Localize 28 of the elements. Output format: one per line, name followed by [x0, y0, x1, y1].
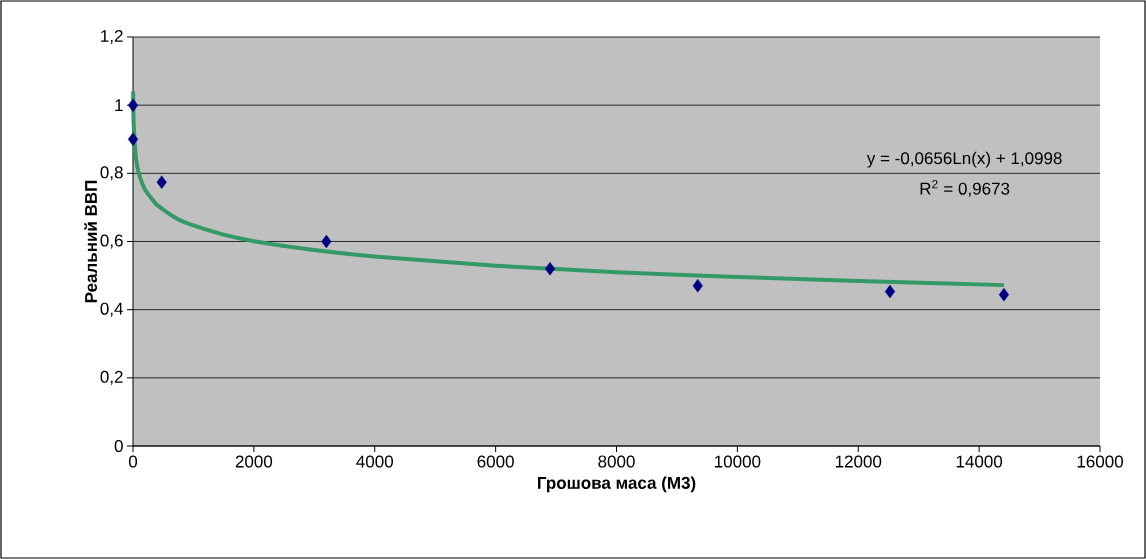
point: [692, 279, 703, 293]
x-tick-label: 14000: [956, 455, 1003, 468]
y-tick-label: 1,2: [101, 29, 123, 45]
x-tick-label: 10000: [715, 455, 761, 468]
point: [127, 132, 139, 146]
y-axis-title: Реальний ВВП: [84, 180, 98, 303]
y-tick-label: 0: [114, 439, 123, 453]
x-tick-label: 4000: [356, 455, 393, 468]
point: [321, 234, 332, 249]
x-tick-label: 2000: [235, 455, 273, 468]
y-tick-label: 0,2: [100, 370, 123, 385]
y-tick-label: 0,8: [100, 166, 123, 181]
point: [544, 262, 556, 276]
y-tick-label: 0,4: [100, 302, 123, 317]
annotation: y = -0,0656Ln(x) + 1,0998: [866, 151, 1062, 168]
y-tick-label: 0,6: [100, 234, 123, 249]
annotation: R$^{2}$ = 0,9673: [920, 179, 1010, 197]
x-axis-title: Грошова маса (М3): [538, 476, 696, 493]
x-tick-label: 6000: [477, 455, 514, 468]
x-tick-label: 8000: [598, 455, 635, 468]
y-tick-label: 1: [115, 99, 123, 112]
point: [884, 284, 896, 299]
point: [156, 175, 167, 189]
x-tick-label: 0: [128, 455, 138, 468]
x-tick-label: 16000: [1077, 455, 1123, 468]
x-tick-label: 12000: [835, 455, 882, 468]
point: [127, 98, 139, 112]
point: [998, 287, 1009, 302]
